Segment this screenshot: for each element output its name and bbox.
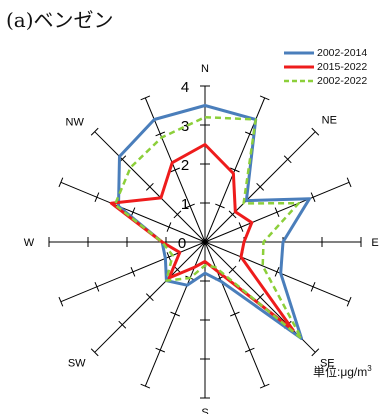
series-2015-2022 <box>109 143 295 332</box>
axis-tick <box>244 347 255 353</box>
axis-tick <box>256 182 265 191</box>
direction-label: NW <box>66 117 85 129</box>
direction-label: SW <box>68 357 86 369</box>
radial-tick-label: 4 <box>181 79 189 96</box>
axis-tick <box>228 265 237 274</box>
axis-tick <box>94 281 100 292</box>
axis-tick <box>58 177 64 188</box>
radial-tick-label: 1 <box>181 196 189 213</box>
legend-item: 2002-2022 <box>284 74 367 88</box>
axis-tick <box>90 127 99 136</box>
legend-label: 2002-2014 <box>317 47 368 59</box>
axis-tick <box>155 347 166 353</box>
radial-tick-label: 0 <box>178 235 186 252</box>
unit-prefix: 単位: <box>313 365 341 379</box>
direction-label: W <box>24 237 35 249</box>
axis-tick <box>259 383 270 389</box>
axis-tick <box>118 320 127 329</box>
axis-tick <box>230 311 240 317</box>
direction-label: E <box>371 237 378 249</box>
direction-label: NE <box>322 115 337 127</box>
axis-tick <box>346 296 352 307</box>
axis-tick <box>58 296 64 307</box>
radial-tick-label: 3 <box>181 118 189 135</box>
axis-tick <box>173 210 182 219</box>
legend-label: 2002-2022 <box>317 75 368 87</box>
radial-tick-label: 2 <box>181 157 189 174</box>
axis-tick <box>238 222 244 232</box>
direction-label: N <box>201 63 209 75</box>
axis-tick <box>145 182 154 191</box>
legend-item: 2015-2022 <box>284 60 367 74</box>
legend: 2002-2014 2015-2022 2002-2022 <box>284 46 367 88</box>
axis-tick <box>311 127 320 136</box>
axis-tick <box>130 267 136 277</box>
axis-tick <box>145 293 154 302</box>
unit-base: μg/m <box>340 365 368 379</box>
axis-tick <box>256 293 265 302</box>
axis-tick <box>215 203 225 209</box>
axis-tick <box>310 281 316 292</box>
axis-tick <box>170 311 180 317</box>
axis-tick <box>140 95 151 101</box>
axis-tick <box>274 207 280 217</box>
legend-label: 2015-2022 <box>317 61 368 73</box>
direction-label: S <box>201 407 208 414</box>
unit-exponent: 3 <box>367 364 372 373</box>
series-2002-2014 <box>117 104 311 340</box>
axis-tick <box>346 177 352 188</box>
axis-tick <box>94 192 100 203</box>
direction-label: SE <box>320 357 335 369</box>
series-2002-2022 <box>113 115 303 340</box>
panel-label: (a)ベンゼン <box>6 8 114 32</box>
axis-tick <box>166 222 172 232</box>
axis-tick <box>311 348 320 357</box>
axis-tick <box>228 210 237 219</box>
axis-tick <box>310 192 316 203</box>
axis-tick <box>170 167 180 173</box>
axis-tick <box>259 95 270 101</box>
axis-tick <box>185 203 195 209</box>
axis-tick <box>90 348 99 357</box>
axis-tick <box>155 131 166 137</box>
legend-item: 2002-2014 <box>284 46 367 60</box>
axis-tick <box>230 167 240 173</box>
axis-tick <box>140 383 151 389</box>
axis-tick <box>274 267 280 277</box>
unit-label: 単位:μg/m3 <box>313 363 372 380</box>
axis-tick <box>283 155 292 164</box>
